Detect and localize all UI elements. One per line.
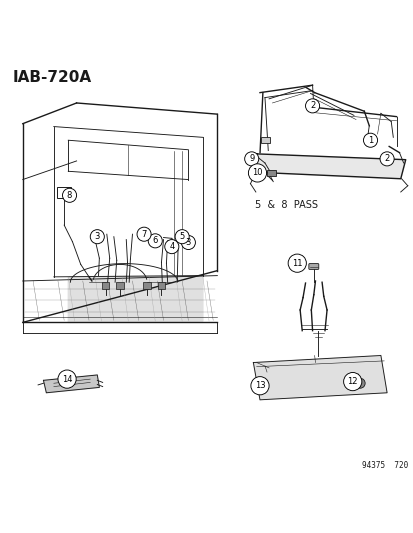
Text: 11: 11: [291, 259, 302, 268]
Circle shape: [164, 240, 178, 254]
FancyBboxPatch shape: [266, 170, 275, 176]
Text: 8: 8: [67, 191, 72, 200]
Text: 12: 12: [347, 377, 357, 386]
Text: 3: 3: [95, 232, 100, 241]
Text: 13: 13: [254, 381, 265, 390]
Text: 6: 6: [152, 236, 157, 245]
Circle shape: [379, 152, 393, 166]
Polygon shape: [253, 356, 386, 400]
Text: 5: 5: [179, 232, 184, 241]
FancyBboxPatch shape: [261, 137, 269, 143]
FancyBboxPatch shape: [116, 282, 123, 289]
Circle shape: [181, 236, 195, 249]
Text: 9: 9: [249, 155, 254, 163]
FancyBboxPatch shape: [143, 282, 150, 289]
Circle shape: [148, 234, 162, 248]
Text: 1: 1: [367, 136, 372, 145]
Circle shape: [244, 152, 258, 166]
Circle shape: [90, 230, 104, 244]
Circle shape: [137, 227, 151, 241]
Polygon shape: [252, 154, 405, 179]
Circle shape: [354, 378, 364, 388]
Text: 10: 10: [252, 168, 262, 177]
Text: 5  &  8  PASS: 5 & 8 PASS: [254, 200, 317, 210]
FancyBboxPatch shape: [57, 187, 71, 198]
Text: 2: 2: [384, 155, 389, 163]
Circle shape: [305, 99, 319, 113]
Circle shape: [175, 230, 189, 244]
Circle shape: [363, 133, 377, 147]
Polygon shape: [68, 276, 202, 322]
Circle shape: [248, 164, 266, 182]
Text: IAB-720A: IAB-720A: [12, 70, 91, 85]
Circle shape: [343, 373, 361, 391]
Polygon shape: [43, 375, 99, 393]
Circle shape: [250, 377, 268, 395]
Text: 94375  720: 94375 720: [361, 461, 407, 470]
Text: 4: 4: [169, 242, 174, 251]
Circle shape: [58, 370, 76, 388]
Circle shape: [62, 188, 76, 203]
FancyBboxPatch shape: [102, 282, 109, 289]
Circle shape: [287, 254, 306, 272]
Text: 2: 2: [309, 101, 314, 110]
Text: 7: 7: [141, 230, 146, 239]
FancyBboxPatch shape: [157, 282, 165, 289]
FancyBboxPatch shape: [308, 264, 318, 269]
Text: 3: 3: [185, 238, 190, 247]
Text: 14: 14: [62, 375, 72, 384]
